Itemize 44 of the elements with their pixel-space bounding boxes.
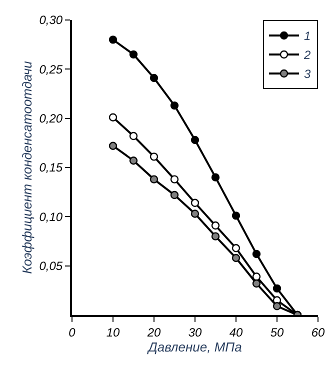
y-tick-label: 0,30 (39, 13, 63, 28)
point (232, 244, 240, 252)
y-axis-title: Коэффициент конденсатоотдачи (20, 61, 35, 274)
point (170, 101, 179, 110)
point (252, 250, 261, 258)
point (252, 279, 261, 288)
point (232, 212, 240, 220)
x-axis-title: Давление, МПа (146, 340, 242, 354)
point (272, 284, 282, 293)
x-tick-label: 10 (106, 325, 120, 340)
y-tick-label: 0,05 (39, 259, 63, 274)
y-tick-label: 0,25 (39, 62, 63, 76)
point (150, 152, 158, 161)
point (272, 302, 282, 310)
point (190, 210, 200, 218)
point (170, 190, 179, 200)
point (129, 156, 138, 165)
point (211, 173, 220, 182)
point (150, 74, 158, 82)
y-tick-label: 0,10 (39, 210, 63, 224)
point (211, 221, 220, 230)
point (108, 113, 118, 122)
point (150, 175, 158, 184)
legend-label: 3 (304, 67, 311, 82)
point (190, 136, 200, 144)
point (108, 36, 118, 44)
x-tick-label: 60 (311, 325, 325, 340)
point (129, 50, 138, 59)
point (170, 175, 179, 184)
point (190, 198, 200, 207)
point (211, 232, 220, 240)
x-tick-label: 40 (229, 325, 243, 340)
x-tick-label: 50 (270, 325, 284, 340)
x-tick-label: 0 (68, 325, 76, 340)
y-tick-label: 0,20 (39, 112, 63, 126)
x-tick-label: 30 (188, 325, 202, 340)
point (252, 272, 261, 281)
point (129, 132, 138, 140)
legend-label: 2 (303, 48, 311, 62)
legend-label: 1 (304, 29, 311, 44)
x-tick-label: 20 (146, 325, 161, 340)
point (108, 142, 118, 150)
y-tick-label: 0,15 (39, 160, 63, 175)
point (232, 254, 240, 262)
